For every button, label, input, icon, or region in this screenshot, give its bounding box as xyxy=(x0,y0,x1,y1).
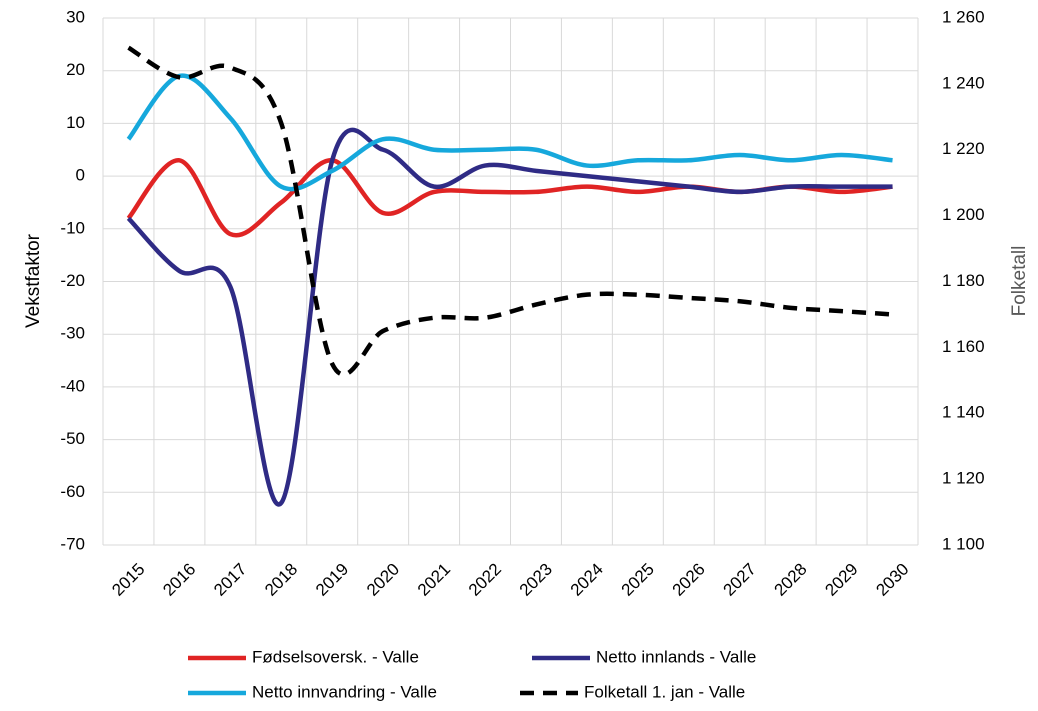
x-tick-label: 2019 xyxy=(312,560,352,600)
y2-tick-label: 1 160 xyxy=(942,337,985,356)
y-tick-label: 0 xyxy=(76,166,85,185)
y2-tick-label: 1 140 xyxy=(942,403,985,422)
y-tick-label: -60 xyxy=(60,482,85,501)
x-tick-label: 2028 xyxy=(770,560,810,600)
y2-tick-label: 1 180 xyxy=(942,271,985,290)
x-tick-label: 2026 xyxy=(669,560,709,600)
x-tick-label: 2030 xyxy=(872,560,912,600)
y2-tick-label: 1 220 xyxy=(942,139,985,158)
x-tick-label: 2016 xyxy=(159,560,199,600)
y-axis-label: Vekstfaktor xyxy=(23,233,44,328)
x-tick-label: 2021 xyxy=(414,560,454,600)
x-tick-label: 2018 xyxy=(261,560,301,600)
y2-axis-label: Folketall xyxy=(1009,246,1030,317)
y-tick-label: -30 xyxy=(60,324,85,343)
y-tick-label: 10 xyxy=(66,113,85,132)
y-tick-label: -40 xyxy=(60,376,85,395)
x-tick-label: 2022 xyxy=(465,560,505,600)
y-tick-label: -10 xyxy=(60,218,85,237)
line-series xyxy=(127,45,893,377)
x-tick-label: 2023 xyxy=(516,560,556,600)
y2-tick-label: 1 200 xyxy=(942,205,985,224)
y-tick-label: 30 xyxy=(66,7,85,26)
line-series xyxy=(126,127,893,507)
x-tick-label: 2017 xyxy=(210,560,250,600)
y2-tick-label: 1 260 xyxy=(942,7,985,26)
y2-tick-label: 1 100 xyxy=(942,534,985,553)
legend-label: Netto innlands - Valle xyxy=(596,647,756,666)
y-tick-label: -70 xyxy=(60,534,85,553)
legend-label: Folketall 1. jan - Valle xyxy=(584,682,745,701)
y-tick-label: -20 xyxy=(60,271,85,290)
line-series xyxy=(126,73,893,192)
x-tick-label: 2020 xyxy=(363,560,403,600)
x-tick-label: 2029 xyxy=(821,560,861,600)
x-tick-label: 2027 xyxy=(720,560,760,600)
y-tick-label: -50 xyxy=(60,429,85,448)
y2-tick-label: 1 120 xyxy=(942,469,985,488)
y2-tick-label: 1 240 xyxy=(942,73,985,92)
x-tick-label: 2015 xyxy=(108,560,148,600)
legend-label: Fødselsoversk. - Valle xyxy=(252,647,419,666)
legend-label: Netto innvandring - Valle xyxy=(252,682,437,701)
y-tick-label: 20 xyxy=(66,60,85,79)
x-tick-label: 2024 xyxy=(567,560,607,600)
x-tick-label: 2025 xyxy=(618,560,658,600)
